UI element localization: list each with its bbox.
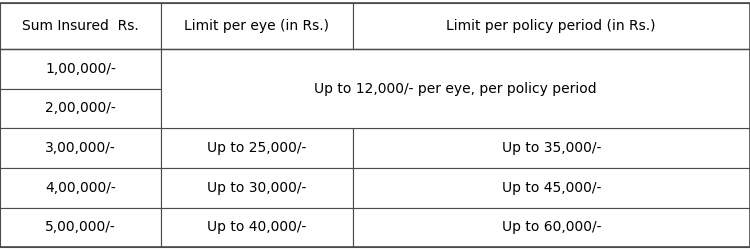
Text: Up to 25,000/-: Up to 25,000/-	[207, 141, 307, 155]
Bar	[0, 168, 161, 207]
Text: Sum Insured  Rs.: Sum Insured Rs.	[22, 19, 139, 33]
Text: Up to 60,000/-: Up to 60,000/-	[502, 220, 601, 234]
Bar	[0, 49, 161, 89]
Bar	[0, 128, 161, 168]
Text: Up to 45,000/-: Up to 45,000/-	[502, 181, 601, 195]
Bar	[161, 128, 352, 168]
Bar	[0, 89, 161, 128]
Text: Limit per policy period (in Rs.): Limit per policy period (in Rs.)	[446, 19, 656, 33]
Bar	[0, 208, 161, 247]
Text: Up to 40,000/-: Up to 40,000/-	[207, 220, 307, 234]
Text: 1,00,000/-: 1,00,000/-	[45, 62, 116, 76]
Bar	[161, 168, 352, 207]
Text: Up to 30,000/-: Up to 30,000/-	[207, 181, 307, 195]
Bar	[161, 49, 750, 128]
Bar	[352, 208, 750, 247]
Bar	[161, 208, 352, 247]
Bar	[352, 3, 750, 49]
Bar	[352, 168, 750, 207]
Text: 3,00,000/-: 3,00,000/-	[45, 141, 116, 155]
Text: 4,00,000/-: 4,00,000/-	[45, 181, 116, 195]
Text: Limit per eye (in Rs.): Limit per eye (in Rs.)	[184, 19, 329, 33]
Text: Up to 35,000/-: Up to 35,000/-	[502, 141, 601, 155]
Text: 2,00,000/-: 2,00,000/-	[45, 102, 116, 116]
Bar	[352, 128, 750, 168]
Text: Up to 12,000/- per eye, per policy period: Up to 12,000/- per eye, per policy perio…	[314, 82, 597, 96]
Bar	[161, 3, 352, 49]
Text: 5,00,000/-: 5,00,000/-	[45, 220, 116, 234]
Bar	[0, 3, 161, 49]
